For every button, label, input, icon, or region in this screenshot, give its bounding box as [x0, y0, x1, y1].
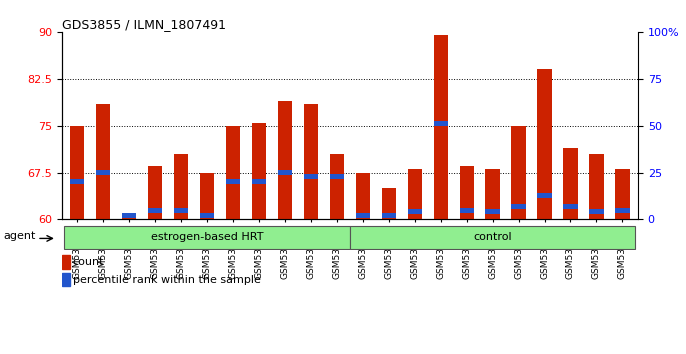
Bar: [62, 273, 70, 286]
Bar: [62, 255, 70, 269]
Bar: [148, 166, 163, 219]
Bar: [122, 213, 137, 218]
Bar: [563, 148, 578, 219]
Text: GDS3855 / ILMN_1807491: GDS3855 / ILMN_1807491: [62, 18, 226, 31]
Bar: [512, 126, 525, 219]
Bar: [252, 122, 266, 219]
Bar: [460, 166, 474, 219]
Bar: [304, 174, 318, 179]
Bar: [304, 104, 318, 219]
Text: percentile rank within the sample: percentile rank within the sample: [73, 275, 261, 285]
Bar: [330, 154, 344, 219]
Bar: [226, 126, 240, 219]
Bar: [96, 170, 110, 175]
Bar: [407, 210, 422, 215]
Bar: [434, 121, 448, 126]
Text: control: control: [473, 232, 512, 242]
Bar: [537, 193, 552, 198]
Bar: [381, 188, 396, 219]
Bar: [278, 101, 292, 219]
Bar: [96, 104, 110, 219]
Bar: [356, 213, 370, 218]
Bar: [589, 154, 604, 219]
Bar: [200, 213, 214, 218]
Bar: [381, 213, 396, 218]
Bar: [174, 154, 188, 219]
Bar: [407, 170, 422, 219]
Bar: [356, 172, 370, 219]
Bar: [460, 207, 474, 213]
Bar: [434, 35, 448, 219]
Bar: [70, 126, 84, 219]
Bar: [330, 174, 344, 179]
Bar: [122, 213, 137, 219]
Text: estrogen-based HRT: estrogen-based HRT: [151, 232, 263, 242]
Bar: [278, 170, 292, 175]
Bar: [615, 207, 630, 213]
Bar: [589, 210, 604, 215]
Bar: [226, 179, 240, 184]
Bar: [512, 204, 525, 209]
Text: agent: agent: [3, 231, 36, 241]
FancyBboxPatch shape: [350, 226, 635, 249]
Bar: [615, 170, 630, 219]
Bar: [70, 179, 84, 184]
Bar: [486, 170, 500, 219]
Bar: [486, 210, 500, 215]
Bar: [200, 172, 214, 219]
FancyBboxPatch shape: [64, 226, 350, 249]
Bar: [563, 204, 578, 209]
Bar: [174, 207, 188, 213]
Bar: [537, 69, 552, 219]
Text: count: count: [73, 257, 104, 267]
Bar: [148, 207, 163, 213]
Bar: [252, 179, 266, 184]
